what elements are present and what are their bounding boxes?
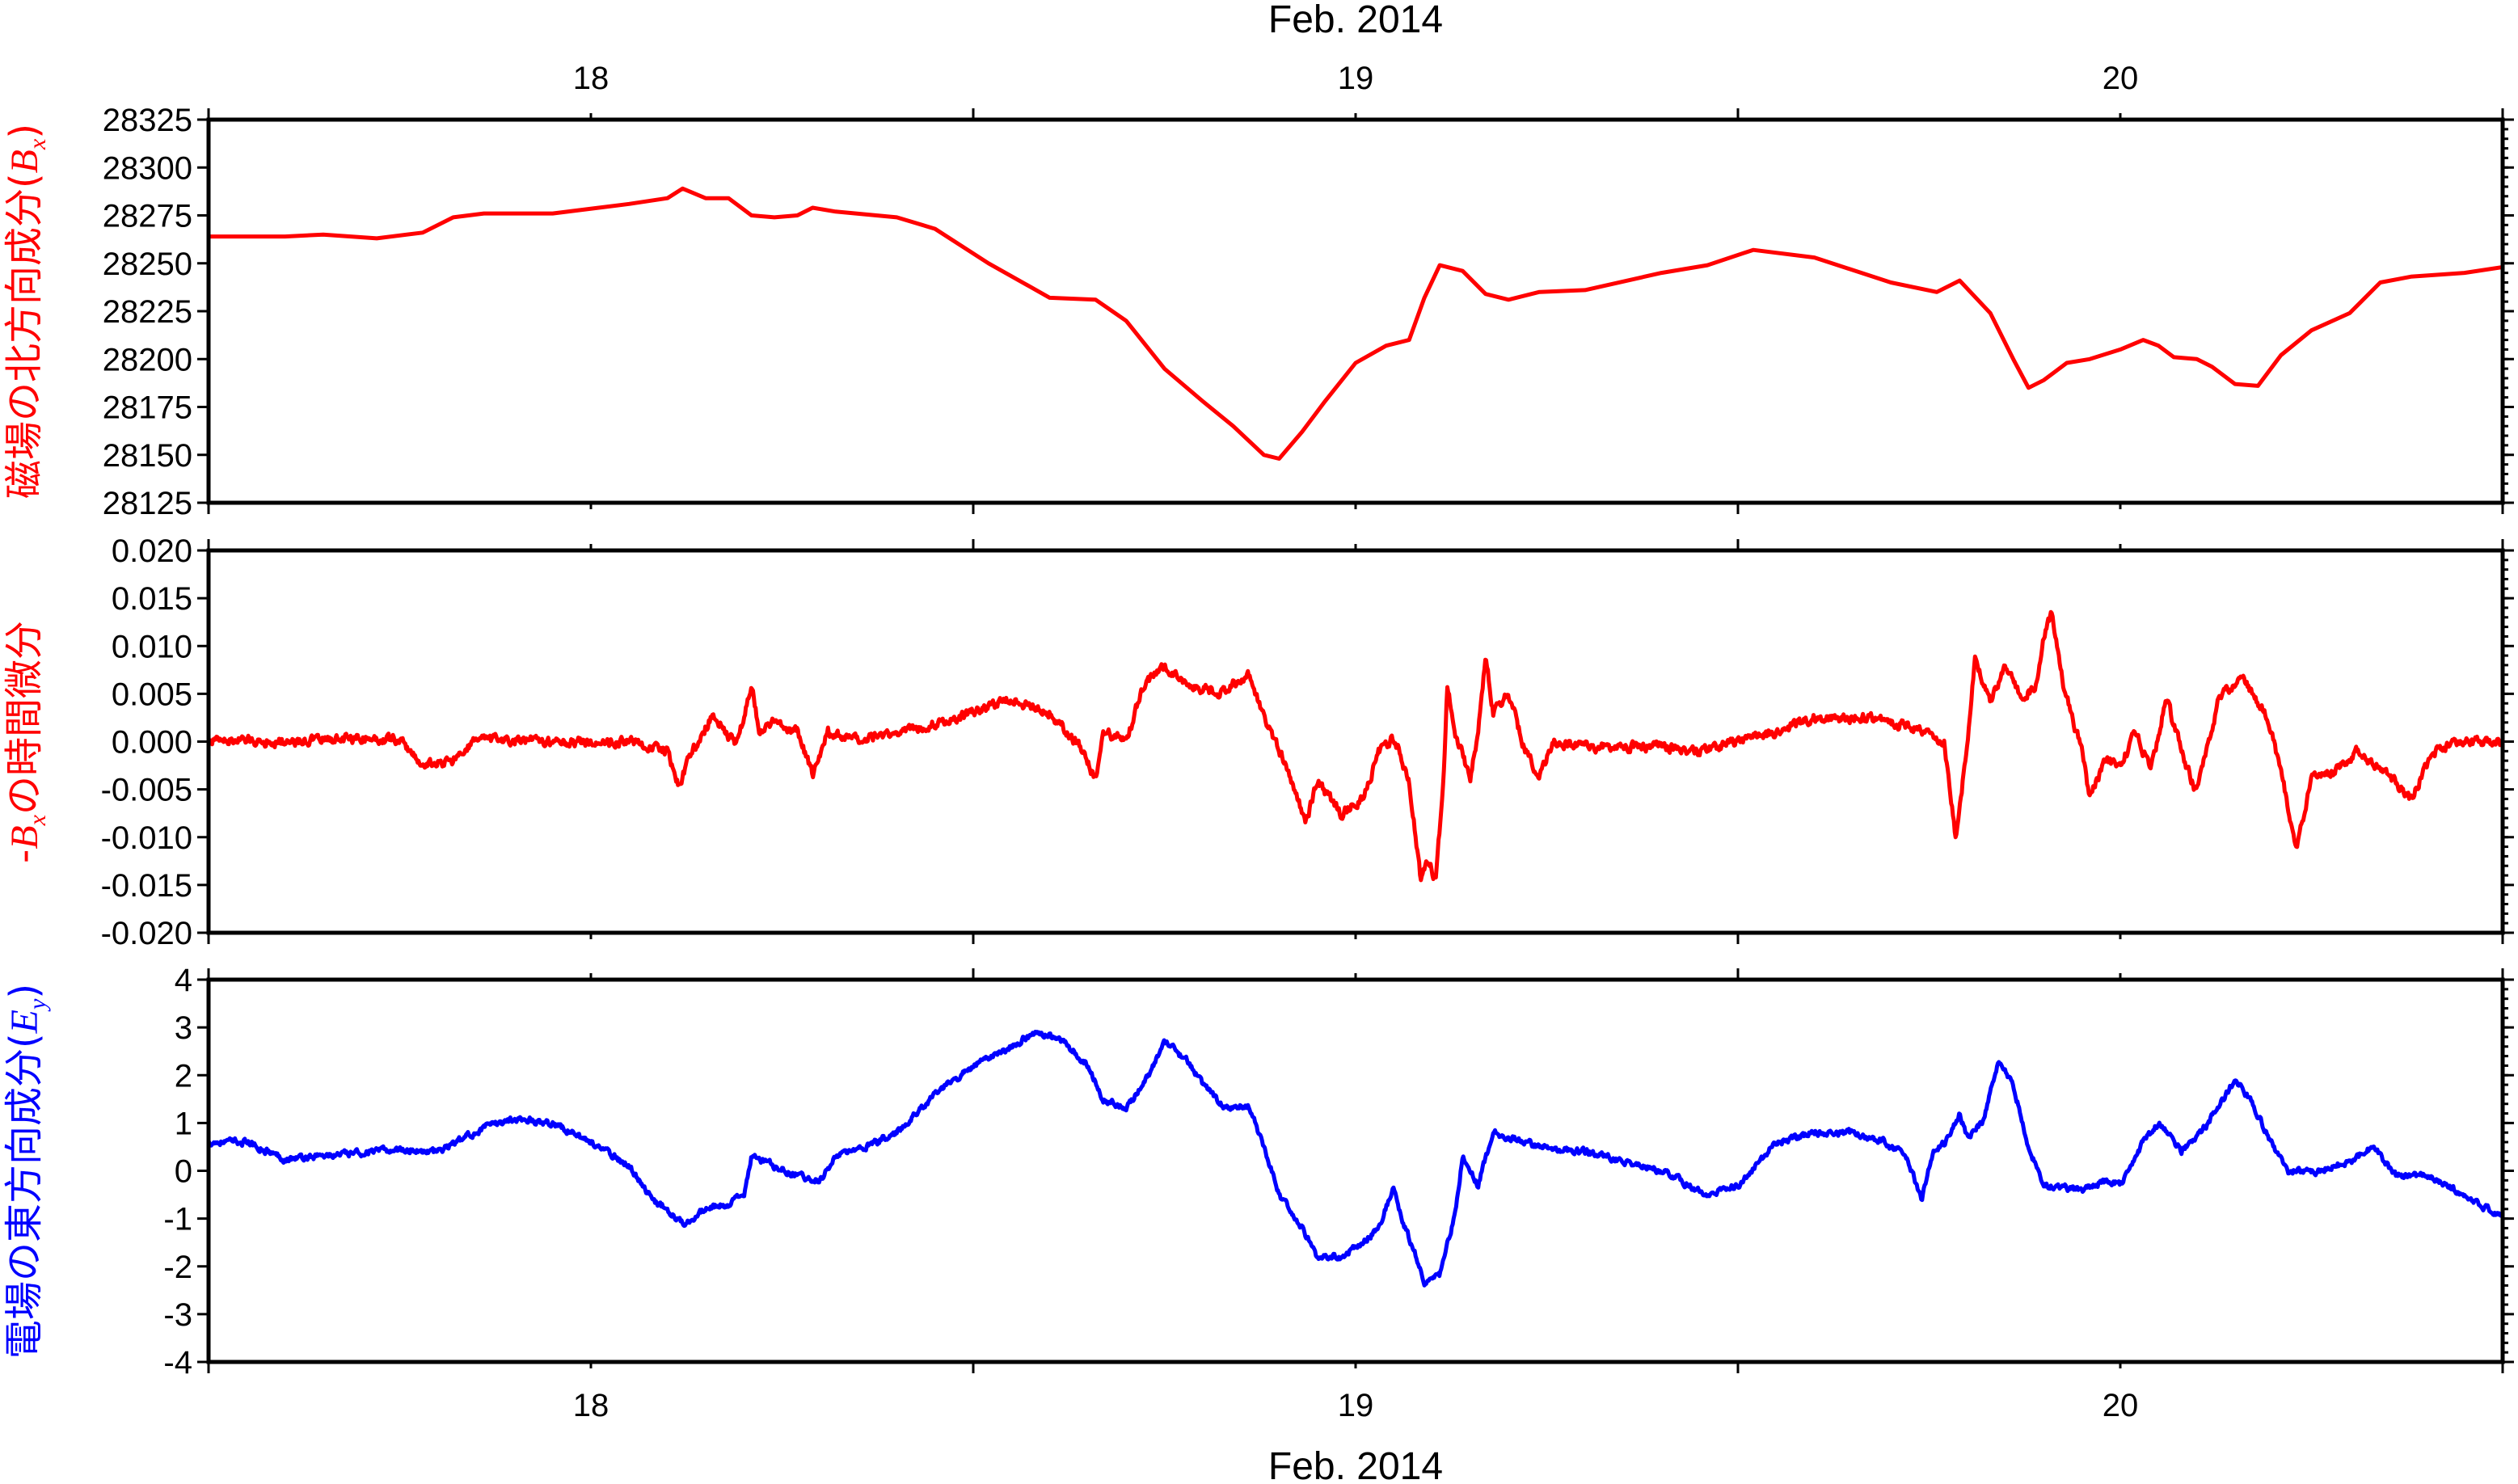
panel-frame [206,117,2505,505]
y-tick-label: 28200 [103,342,192,377]
y-tick-label: 4 [175,963,192,998]
y-tick-label: 3 [175,1010,192,1046]
y-tick-label: 28250 [103,247,192,282]
y-axis-label-0: 磁場の北方向成分(Bx) [2,124,51,499]
x-axis-title-top: Feb. 2014 [1268,0,1443,41]
y-tick-label: 2 [175,1058,192,1094]
y-axis-label-2: 電場の東方向成分(Ey) [2,984,51,1359]
x-tick-label-top: 18 [573,61,609,96]
panel-dbx-dt: -0.020 -0.015 -0.010 -0.005 0.000 0.005 0.010 0… [2,533,2514,951]
y-tick-label: 28275 [103,199,192,234]
y-tick-label: -2 [163,1250,192,1285]
y-tick-label: 0.010 [112,629,192,664]
y-tick-label: 0.000 [112,725,192,761]
y-tick-label: -0.015 [101,868,192,904]
y-tick-label: -3 [163,1297,192,1333]
y-tick-label: 28325 [103,103,192,138]
y-tick-label: 28175 [103,390,192,426]
y-tick-label: 0.020 [112,533,192,569]
y-tick-label: 0.005 [112,677,192,712]
x-axis-day-labels: 18 18 19 19 20 20 [573,61,2139,1423]
x-tick-label-bottom: 18 [573,1388,609,1423]
panel-ey: -4 -3 -2 -1 0 1 2 3 4 電場の東方向成分(Ey) [2,963,2514,1381]
series-line-2 [209,1030,2503,1288]
y-tick-label: 0 [175,1154,192,1190]
y-tick-label: -0.020 [101,916,192,951]
x-tick-label-top: 20 [2103,61,2139,96]
y-tick-label: 0.015 [112,581,192,617]
panel-bx: 28125 28150 28175 28200 28225 28250 28275 28300… [2,103,2514,521]
y-tick-label: -4 [163,1345,192,1381]
y-tick-label: -0.005 [101,773,192,808]
y-tick-label: 28300 [103,150,192,186]
y-tick-label: 28150 [103,438,192,474]
series-line-1 [209,609,2503,883]
x-axis-title-bottom: Feb. 2014 [1268,1445,1443,1484]
y-tick-label: 28225 [103,294,192,330]
y-tick-label: 1 [175,1106,192,1141]
x-tick-label-bottom: 20 [2103,1388,2139,1423]
y-tick-label: 28125 [103,486,192,521]
y-axis-label-1: -Bxの時間微分 [2,621,51,863]
y-tick-label: -0.010 [101,820,192,856]
series-line-0 [209,186,2503,461]
panel-frame [206,977,2505,1364]
x-tick-label-bottom: 19 [1338,1388,1374,1423]
x-tick-label-top: 19 [1338,61,1374,96]
y-tick-label: -1 [163,1202,192,1237]
